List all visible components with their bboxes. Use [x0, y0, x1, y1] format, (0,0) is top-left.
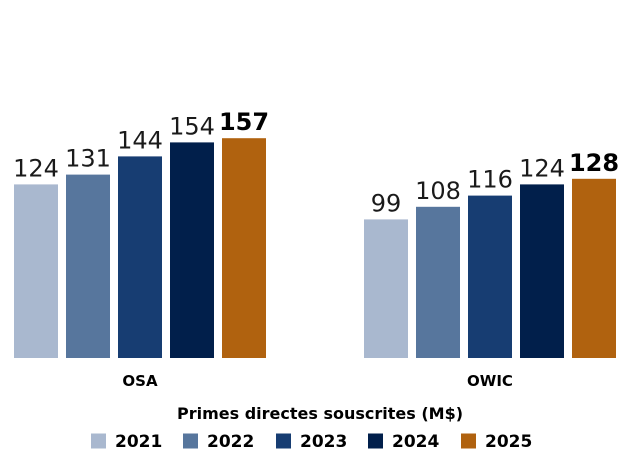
category-labels-layer: OSA OWIC: [122, 372, 513, 390]
value-label-owic-2021: 99: [371, 189, 402, 217]
bar-owic-2021: [364, 219, 408, 358]
value-label-osa-2022: 131: [65, 145, 111, 173]
bars-layer: [14, 138, 616, 358]
value-label-osa-2024: 154: [169, 112, 215, 140]
category-label-osa: OSA: [122, 372, 158, 390]
legend-label-2022: 2022: [207, 432, 254, 452]
legend-swatch-2022: [183, 433, 198, 449]
x-axis-title: Primes directes souscrites (M$): [177, 404, 463, 423]
legend-swatch-2025: [461, 433, 476, 449]
bar-owic-2022: [416, 206, 460, 358]
bar-osa-2021: [14, 184, 58, 358]
bar-osa-2022: [66, 174, 110, 358]
bar-osa-2023: [118, 156, 162, 358]
value-label-owic-2022: 108: [415, 177, 461, 205]
legend-label-2025: 2025: [485, 432, 532, 452]
bar-owic-2024: [520, 184, 564, 358]
value-label-osa-2023: 144: [117, 126, 163, 154]
value-label-osa-2021: 124: [13, 154, 59, 182]
value-label-owic-2025: 128: [569, 149, 619, 177]
legend: 2021 2022 2023 2024 2025: [91, 432, 532, 452]
value-label-owic-2023: 116: [467, 166, 513, 194]
bar-osa-2025: [222, 138, 266, 358]
bar-osa-2024: [170, 142, 214, 358]
bar-owic-2025: [572, 178, 616, 358]
bar-owic-2023: [468, 195, 512, 358]
value-label-osa-2025: 157: [219, 108, 269, 136]
legend-swatch-2021: [91, 433, 106, 449]
legend-swatch-2023: [276, 433, 291, 449]
value-label-owic-2024: 124: [519, 154, 565, 182]
category-label-owic: OWIC: [467, 372, 513, 390]
legend-label-2021: 2021: [115, 432, 162, 452]
legend-label-2023: 2023: [300, 432, 347, 452]
legend-swatch-2024: [368, 433, 383, 449]
legend-label-2024: 2024: [392, 432, 439, 452]
